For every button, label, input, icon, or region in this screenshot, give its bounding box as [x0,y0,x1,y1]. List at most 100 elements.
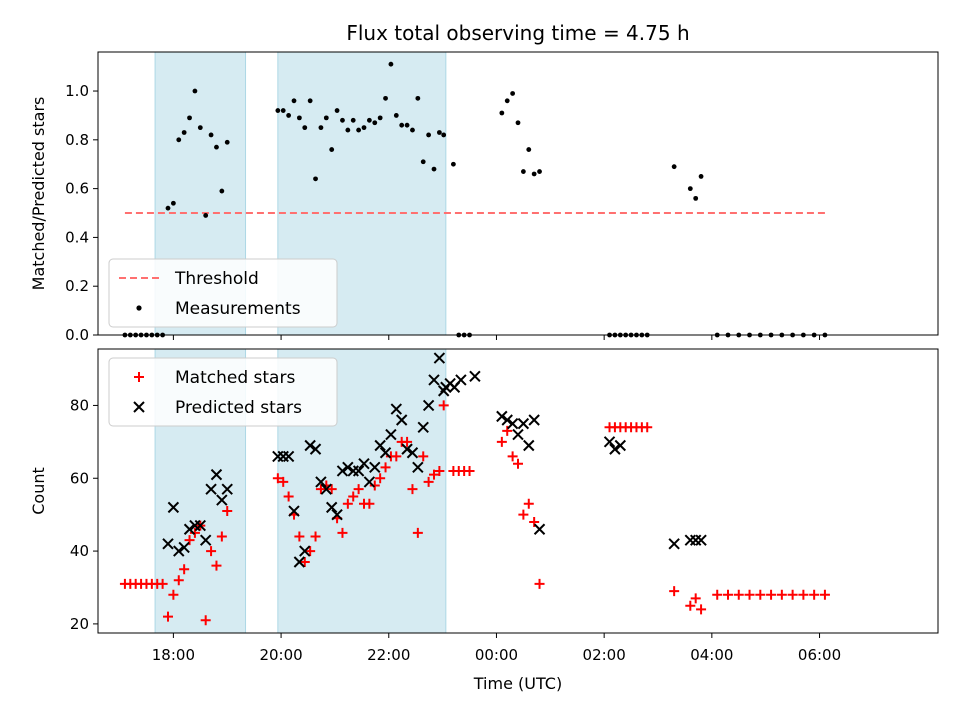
matched-stars-point-76 [712,589,723,600]
x-tick-label: 00:00 [475,646,518,664]
matched-stars-point-83 [787,589,798,600]
predicted-stars-point-60 [668,538,680,550]
predicted-stars-point-9 [210,468,223,481]
matched-stars-point-12 [184,535,195,546]
matched-stars-point-16 [206,546,217,557]
predicted-stars-point-32 [379,447,392,459]
matched-stars-point-32 [337,527,348,538]
ratio-panel: 0.0 0.2 0.4 0.6 0.8 1.0 Flux total observing t… [29,21,939,344]
matched-stars-point-58 [507,451,518,462]
predicted-stars-point-47 [455,374,467,386]
x-tick-label: 02:00 [583,646,626,664]
predicted-stars-point-25 [342,461,354,474]
measurements-point-32 [340,117,345,123]
predicted-stars-point-27 [352,465,365,477]
measurements-point-16 [208,132,214,138]
legend-swatch-marker [136,305,142,311]
matched-stars-point-9 [168,589,179,600]
predicted-stars-point-33 [385,428,397,441]
measurements-point-18 [219,188,225,194]
predicted-stars-point-10 [216,494,228,506]
measurements-point-47 [420,159,426,165]
axes-frame-0 [97,51,939,336]
predicted-stars-point-39 [417,421,429,433]
matched-stars-point-34 [348,491,359,502]
measurements-point-72 [671,164,677,170]
measurements-point-23 [291,98,297,104]
predicted-stars-point-38 [412,461,424,474]
measurements-point-49 [431,166,437,172]
predicted-stars-point-31 [374,439,386,452]
legend-1: Matched stars Predicted stars [108,357,338,427]
x-tick-label: 06:00 [798,646,841,664]
legend-label: Measurements [175,299,301,319]
y-tick-label: 0.6 [65,180,89,198]
predicted-stars-point-59 [614,439,627,452]
predicted-stars-point-7 [199,534,212,546]
predicted-stars-point-52 [512,428,524,441]
matched-stars-point-74 [690,593,701,604]
x-tick-label: 18:00 [152,646,195,664]
matched-stars-point-86 [819,589,830,600]
predicted-stars-point-54 [523,439,535,452]
predicted-stars-point-14 [282,450,295,463]
predicted-stars-point-53 [517,417,530,430]
y-tick-label: 40 [70,542,89,560]
matched-stars-point-73 [685,600,696,611]
predicted-stars-point-61 [684,534,697,546]
predicted-stars-point-28 [358,457,370,470]
measurements-point-34 [350,117,356,123]
matched-stars-point-27 [310,531,321,542]
measurements-point-39 [377,115,383,121]
legend-0: Threshold Measurements [108,258,338,328]
measurements-point-26 [307,98,313,104]
measurements-point-63 [537,169,542,174]
matched-stars-point-63 [534,578,545,589]
matched-stars-point-42 [391,451,402,462]
measurements-point-27 [313,176,318,182]
matched-stars-point-80 [755,589,766,600]
predicted-stars-point-56 [533,523,546,535]
predicted-stars-point-18 [304,439,316,452]
matched-stars-point-40 [380,462,391,473]
predicted-stars-point-21 [320,483,333,495]
matched-stars-point-19 [222,506,233,517]
matched-stars-point-33 [342,498,353,509]
measurements-point-10 [176,137,182,143]
measurements-point-51 [441,132,447,138]
predicted-stars-point-22 [325,501,338,514]
measurements-point-50 [436,130,442,135]
y-axis-label: Count [29,467,48,515]
y-tick-label: 20 [70,615,89,633]
legend-box [108,357,338,427]
matched-stars-point-60 [518,509,529,520]
measurements-point-9 [170,200,176,206]
measurements-point-41 [388,61,394,67]
matched-stars-point-18 [216,531,227,542]
matched-stars-point-8 [163,611,173,622]
measurements-point-45 [410,127,415,133]
y-axis-label: Matched/Predicted stars [29,97,48,291]
x-tick-label: 04:00 [690,646,733,664]
matched-stars-point-59 [513,458,523,469]
matched-stars-point-78 [733,589,744,600]
y-tick-label: 80 [70,396,89,414]
matched-stars-point-79 [744,589,755,600]
measurements-point-48 [426,132,432,138]
measurements-point-46 [415,95,421,101]
matched-stars-point-49 [429,469,439,480]
y-tick-label: 0.0 [65,326,89,344]
measurements-point-61 [526,147,532,152]
legend-swatch-marker [134,372,144,382]
predicted-stars-point-63 [695,534,707,546]
predicted-stars-point-11 [221,483,233,495]
predicted-stars-point-50 [501,414,513,426]
predicted-stars-point-62 [689,534,702,546]
measurements-point-33 [345,127,351,133]
measurements-point-29 [323,115,329,121]
measurements-point-52 [450,161,456,167]
matched-stars-point-10 [173,575,184,586]
x-tick-label: 20:00 [259,646,302,664]
predicted-stars-point-24 [336,465,349,477]
y-tick-label: 0.2 [65,277,89,295]
